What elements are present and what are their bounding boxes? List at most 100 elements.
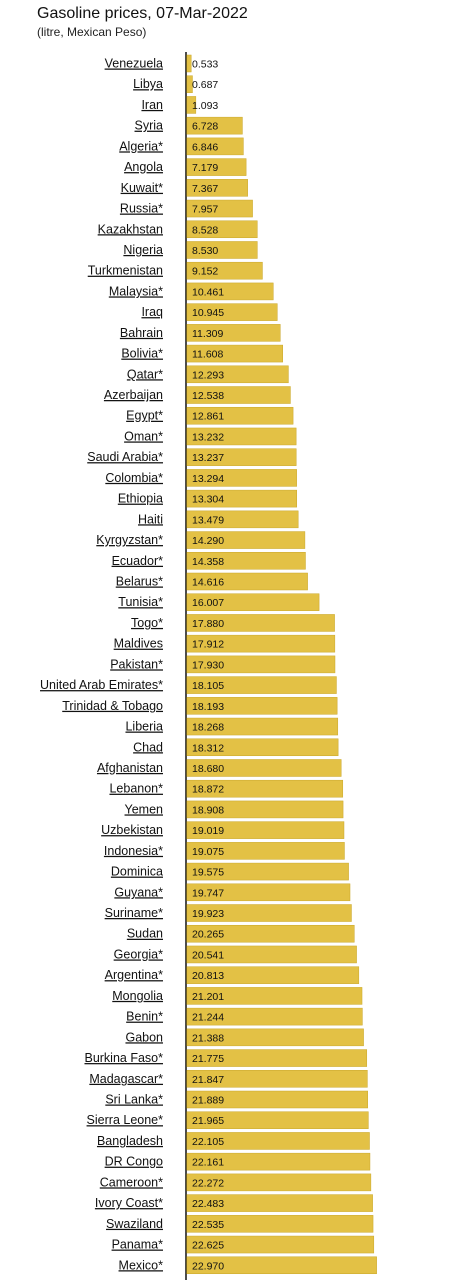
value-label: 22.161 <box>192 1157 224 1169</box>
category-label: Sierra Leone* <box>87 1113 164 1127</box>
bar <box>186 303 278 321</box>
chart-subtitle: (litre, Mexican Peso) <box>37 25 147 39</box>
value-label: 7.957 <box>192 204 218 216</box>
value-label: 1.093 <box>192 100 218 112</box>
category-label: Egypt* <box>126 409 163 423</box>
value-label: 21.388 <box>192 1032 224 1044</box>
value-label: 18.268 <box>192 722 224 734</box>
value-label: 7.367 <box>192 183 218 195</box>
category-label: Iran <box>141 98 163 112</box>
category-label: Uzbekistan <box>101 823 163 837</box>
value-label: 22.483 <box>192 1198 224 1210</box>
category-label: Sudan <box>127 927 163 941</box>
bar <box>186 1194 373 1212</box>
value-label: 19.019 <box>192 825 224 837</box>
bar <box>186 800 344 819</box>
bar <box>186 883 351 902</box>
bar <box>186 137 244 156</box>
value-label: 17.912 <box>192 639 224 651</box>
bar <box>186 448 297 466</box>
value-label: 17.880 <box>192 618 224 630</box>
value-label: 22.272 <box>192 1177 224 1189</box>
value-label: 21.201 <box>192 991 224 1003</box>
category-label: Guyana* <box>114 885 163 899</box>
bar <box>186 199 253 218</box>
category-label: Kuwait* <box>121 181 164 195</box>
category-label: Bangladesh <box>97 1134 163 1148</box>
bar <box>186 1070 368 1088</box>
bar <box>186 179 248 197</box>
bar <box>186 593 320 611</box>
value-label: 22.105 <box>192 1136 224 1148</box>
bar <box>186 904 352 922</box>
bar <box>186 158 247 176</box>
value-label: 8.530 <box>192 245 218 257</box>
bar <box>186 386 291 404</box>
bar <box>186 1007 363 1026</box>
bar <box>186 697 338 715</box>
value-label: 9.152 <box>192 266 218 278</box>
category-label: Afghanistan <box>97 761 163 775</box>
bar <box>186 717 339 736</box>
value-label: 21.244 <box>192 1012 224 1024</box>
value-label: 11.309 <box>192 328 223 340</box>
category-label: Azerbaijan <box>104 388 163 402</box>
value-label: 21.965 <box>192 1115 224 1127</box>
value-label: 7.179 <box>192 162 218 174</box>
value-label: 18.872 <box>192 784 224 796</box>
bar <box>186 116 243 135</box>
bar <box>186 489 298 508</box>
value-label: 16.007 <box>192 597 224 609</box>
value-label: 13.294 <box>192 473 224 485</box>
value-label: 14.616 <box>192 577 224 589</box>
category-label: Nigeria <box>123 243 163 257</box>
value-label: 6.846 <box>192 141 218 153</box>
value-label: 20.541 <box>192 949 224 961</box>
category-label: Swaziland <box>106 1217 163 1231</box>
category-label: Russia* <box>120 202 163 216</box>
bar <box>186 324 281 342</box>
value-label: 13.237 <box>192 452 224 464</box>
category-label: Cameroon* <box>100 1175 163 1189</box>
bar <box>186 987 363 1005</box>
category-label: Pakistan* <box>110 657 163 671</box>
category-label: Madagascar* <box>89 1072 163 1086</box>
category-label: Benin* <box>126 1010 163 1024</box>
bar <box>186 614 335 632</box>
bar <box>186 1132 370 1150</box>
category-label: DR Congo <box>105 1155 163 1169</box>
value-label: 10.461 <box>192 286 224 298</box>
bar <box>186 945 357 964</box>
category-label: Colombia* <box>105 471 163 485</box>
value-label: 21.775 <box>192 1053 224 1065</box>
category-label: Turkmenistan <box>88 264 163 278</box>
category-label: Qatar* <box>127 367 163 381</box>
category-label: Tunisia* <box>118 595 163 609</box>
bar <box>186 365 289 384</box>
category-label: Georgia* <box>114 947 163 961</box>
category-label: Saudi Arabia* <box>87 450 163 464</box>
category-label: Bahrain <box>120 326 163 340</box>
bar <box>186 427 297 446</box>
value-label: 12.538 <box>192 390 224 402</box>
category-label: Burkina Faso* <box>84 1051 163 1065</box>
value-label: 18.312 <box>192 742 224 754</box>
bar <box>186 759 342 777</box>
value-label: 18.105 <box>192 680 224 692</box>
bar <box>186 96 197 114</box>
value-label: 19.075 <box>192 846 224 858</box>
value-label: 10.945 <box>192 307 224 319</box>
value-label: 19.923 <box>192 908 224 920</box>
bar <box>186 241 258 259</box>
bar <box>186 54 192 73</box>
value-label: 22.625 <box>192 1240 224 1252</box>
value-label: 20.265 <box>192 929 224 941</box>
bar <box>186 1235 375 1254</box>
value-label: 17.930 <box>192 659 224 671</box>
bar <box>186 282 274 301</box>
bar <box>186 572 308 591</box>
bar <box>186 779 344 798</box>
chart-title: Gasoline prices, 07-Mar-2022 <box>37 5 248 22</box>
bar <box>186 1028 364 1047</box>
